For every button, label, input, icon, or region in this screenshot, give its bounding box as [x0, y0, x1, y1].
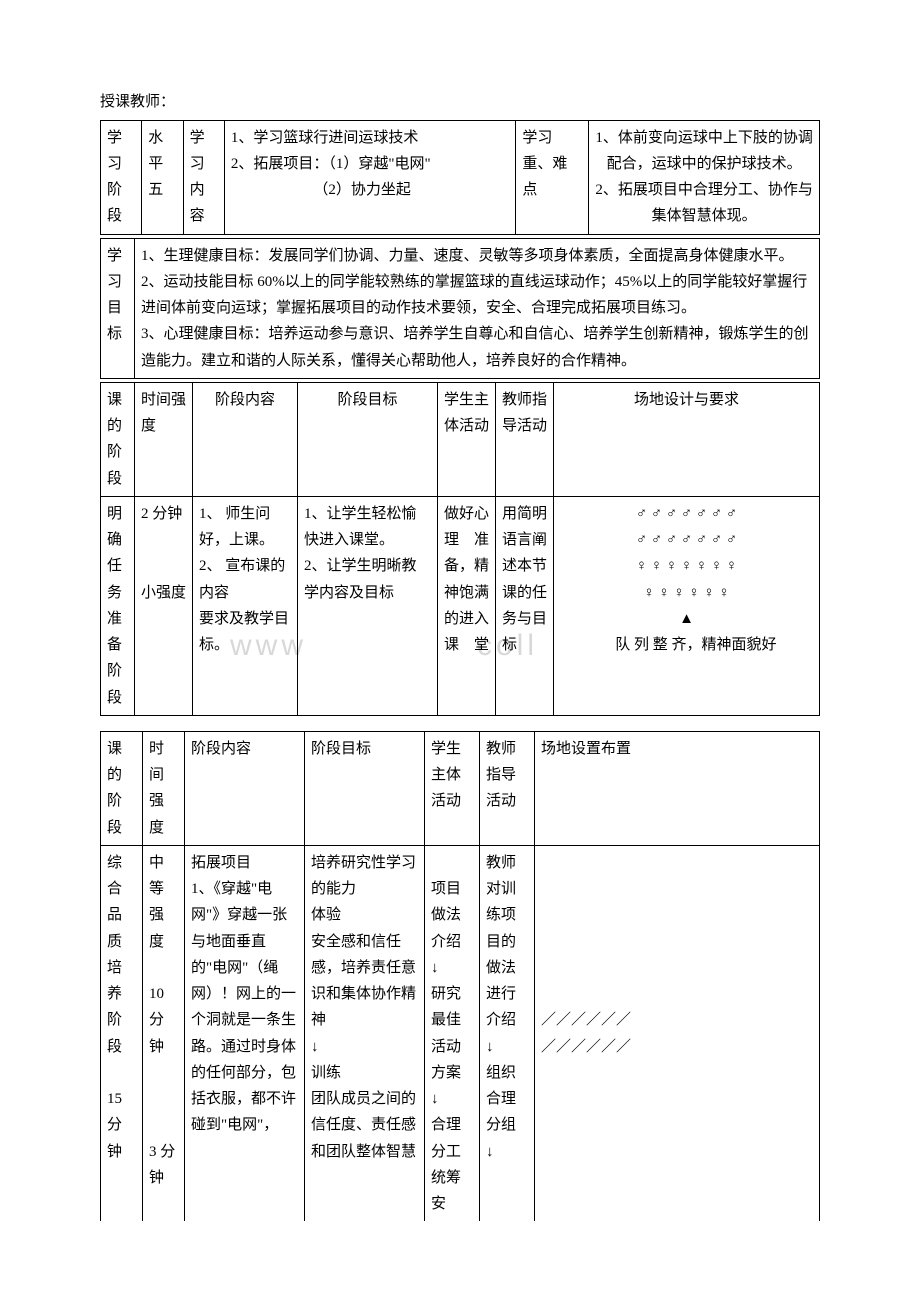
- cell-teacher: 用简明语言阐述本节课的任务与目标: [496, 496, 554, 715]
- table-row: 综合品质培养阶段 15分钟 中等强度 10分钟 3 分钟 拓展项目 1、《穿越"…: [101, 845, 820, 1221]
- cell-header-teacher: 教师指导活动: [480, 731, 535, 845]
- cell-student: 项目做法 介绍 ↓ 研究 最佳活动 方案 ↓ 合理分工 统筹安: [425, 845, 480, 1221]
- cell-header-field: 场地设置布置: [535, 731, 820, 845]
- table-study-goals: 学习目标 1、生理健康目标：发展同学们协调、力量、速度、灵敏等多项身体素质，全面…: [100, 238, 820, 379]
- cell-study-stage-label: 学习阶段: [101, 120, 142, 234]
- teacher-label: 授课教师：: [100, 90, 820, 116]
- cell-content: 1、 师生问好，上课。 2、 宣布课的内容 要求及教学目标。: [193, 496, 298, 715]
- cell-header-time: 时间强度: [135, 382, 193, 496]
- cell-header-content: 阶段内容: [193, 382, 298, 496]
- cell-header-student: 学生主体活动: [438, 382, 496, 496]
- table-header-info: 学习阶段 水平五 学习内容 1、学习篮球行进间运球技术 2、拓展项目：（1）穿越…: [100, 120, 820, 235]
- cell-goal: 培养研究性学习的能力 体验 安全感和信任感，培养责任意识和集体协作精神 ↓ 训练…: [305, 845, 425, 1221]
- table-stage-2: 课的阶段 时间强度 阶段内容 阶段目标 学生主体活动 教师指导活动 场地设置布置…: [100, 731, 820, 1222]
- table-row: 课的阶段 时间强度 阶段内容 阶段目标 学生主体活动 教师指导活动 场地设计与要…: [101, 382, 820, 496]
- table-row: 明确任务准备阶段 2 分钟 小强度 1、 师生问好，上课。 2、 宣布课的内容 …: [101, 496, 820, 715]
- cell-goal: 1、让学生轻松愉快进入课堂。 2、让学生明晰教学内容及目标: [298, 496, 438, 715]
- cell-field: ／／／／／／ ／／／／／／: [535, 845, 820, 1221]
- cell-time: 中等强度 10分钟 3 分钟: [143, 845, 185, 1221]
- cell-header-student: 学生主体活动: [425, 731, 480, 845]
- cell-time: 2 分钟 小强度: [135, 496, 193, 715]
- cell-header-time: 时间强度: [143, 731, 185, 845]
- cell-difficulty: 1、体前变向运球中上下肢的协调配合，运球中的保护球技术。 2、拓展项目中合理分工…: [589, 120, 820, 234]
- table-row: 学习阶段 水平五 学习内容 1、学习篮球行进间运球技术 2、拓展项目：（1）穿越…: [101, 120, 820, 234]
- cell-header-stage: 课的阶段: [101, 731, 143, 845]
- table-row: 学习目标 1、生理健康目标：发展同学们协调、力量、速度、灵敏等多项身体素质，全面…: [101, 238, 820, 378]
- cell-goal-label: 学习目标: [101, 238, 135, 378]
- cell-header-goal: 阶段目标: [305, 731, 425, 845]
- cell-header-content: 阶段内容: [185, 731, 305, 845]
- cell-study-content-label: 学习内容: [183, 120, 224, 234]
- table-stage-1: 课的阶段 时间强度 阶段内容 阶段目标 学生主体活动 教师指导活动 场地设计与要…: [100, 382, 820, 716]
- cell-goal-text: 1、生理健康目标：发展同学们协调、力量、速度、灵敏等多项身体素质，全面提高身体健…: [135, 238, 820, 378]
- cell-stage: 综合品质培养阶段 15分钟: [101, 845, 143, 1221]
- cell-difficulty-label: 学习重、难点: [516, 120, 589, 234]
- cell-content: 拓展项目 1、《穿越"电网"》穿越一张与地面垂直的"电网"（绳网）！网上的一个洞…: [185, 845, 305, 1221]
- cell-header-goal: 阶段目标: [298, 382, 438, 496]
- table-row: 课的阶段 时间强度 阶段内容 阶段目标 学生主体活动 教师指导活动 场地设置布置: [101, 731, 820, 845]
- cell-field: ♂ ♂ ♂ ♂ ♂ ♂ ♂ ♂ ♂ ♂ ♂ ♂ ♂ ♂ ♀ ♀ ♀ ♀ ♀ ♀ …: [554, 496, 820, 715]
- cell-header-stage: 课的阶段: [101, 382, 135, 496]
- cell-study-content: 1、学习篮球行进间运球技术 2、拓展项目：（1）穿越"电网" （2）协力坐起: [224, 120, 515, 234]
- cell-header-field: 场地设计与要求: [554, 382, 820, 496]
- cell-stage: 明确任务准备阶段: [101, 496, 135, 715]
- cell-level: 水平五: [142, 120, 183, 234]
- cell-student: 做好心理准备，精 神饱满的进入课堂: [438, 496, 496, 715]
- cell-teacher: 教师 对训练项目的做法进行介绍 ↓ 组织合理分组 ↓: [480, 845, 535, 1221]
- cell-header-teacher: 教师指导活动: [496, 382, 554, 496]
